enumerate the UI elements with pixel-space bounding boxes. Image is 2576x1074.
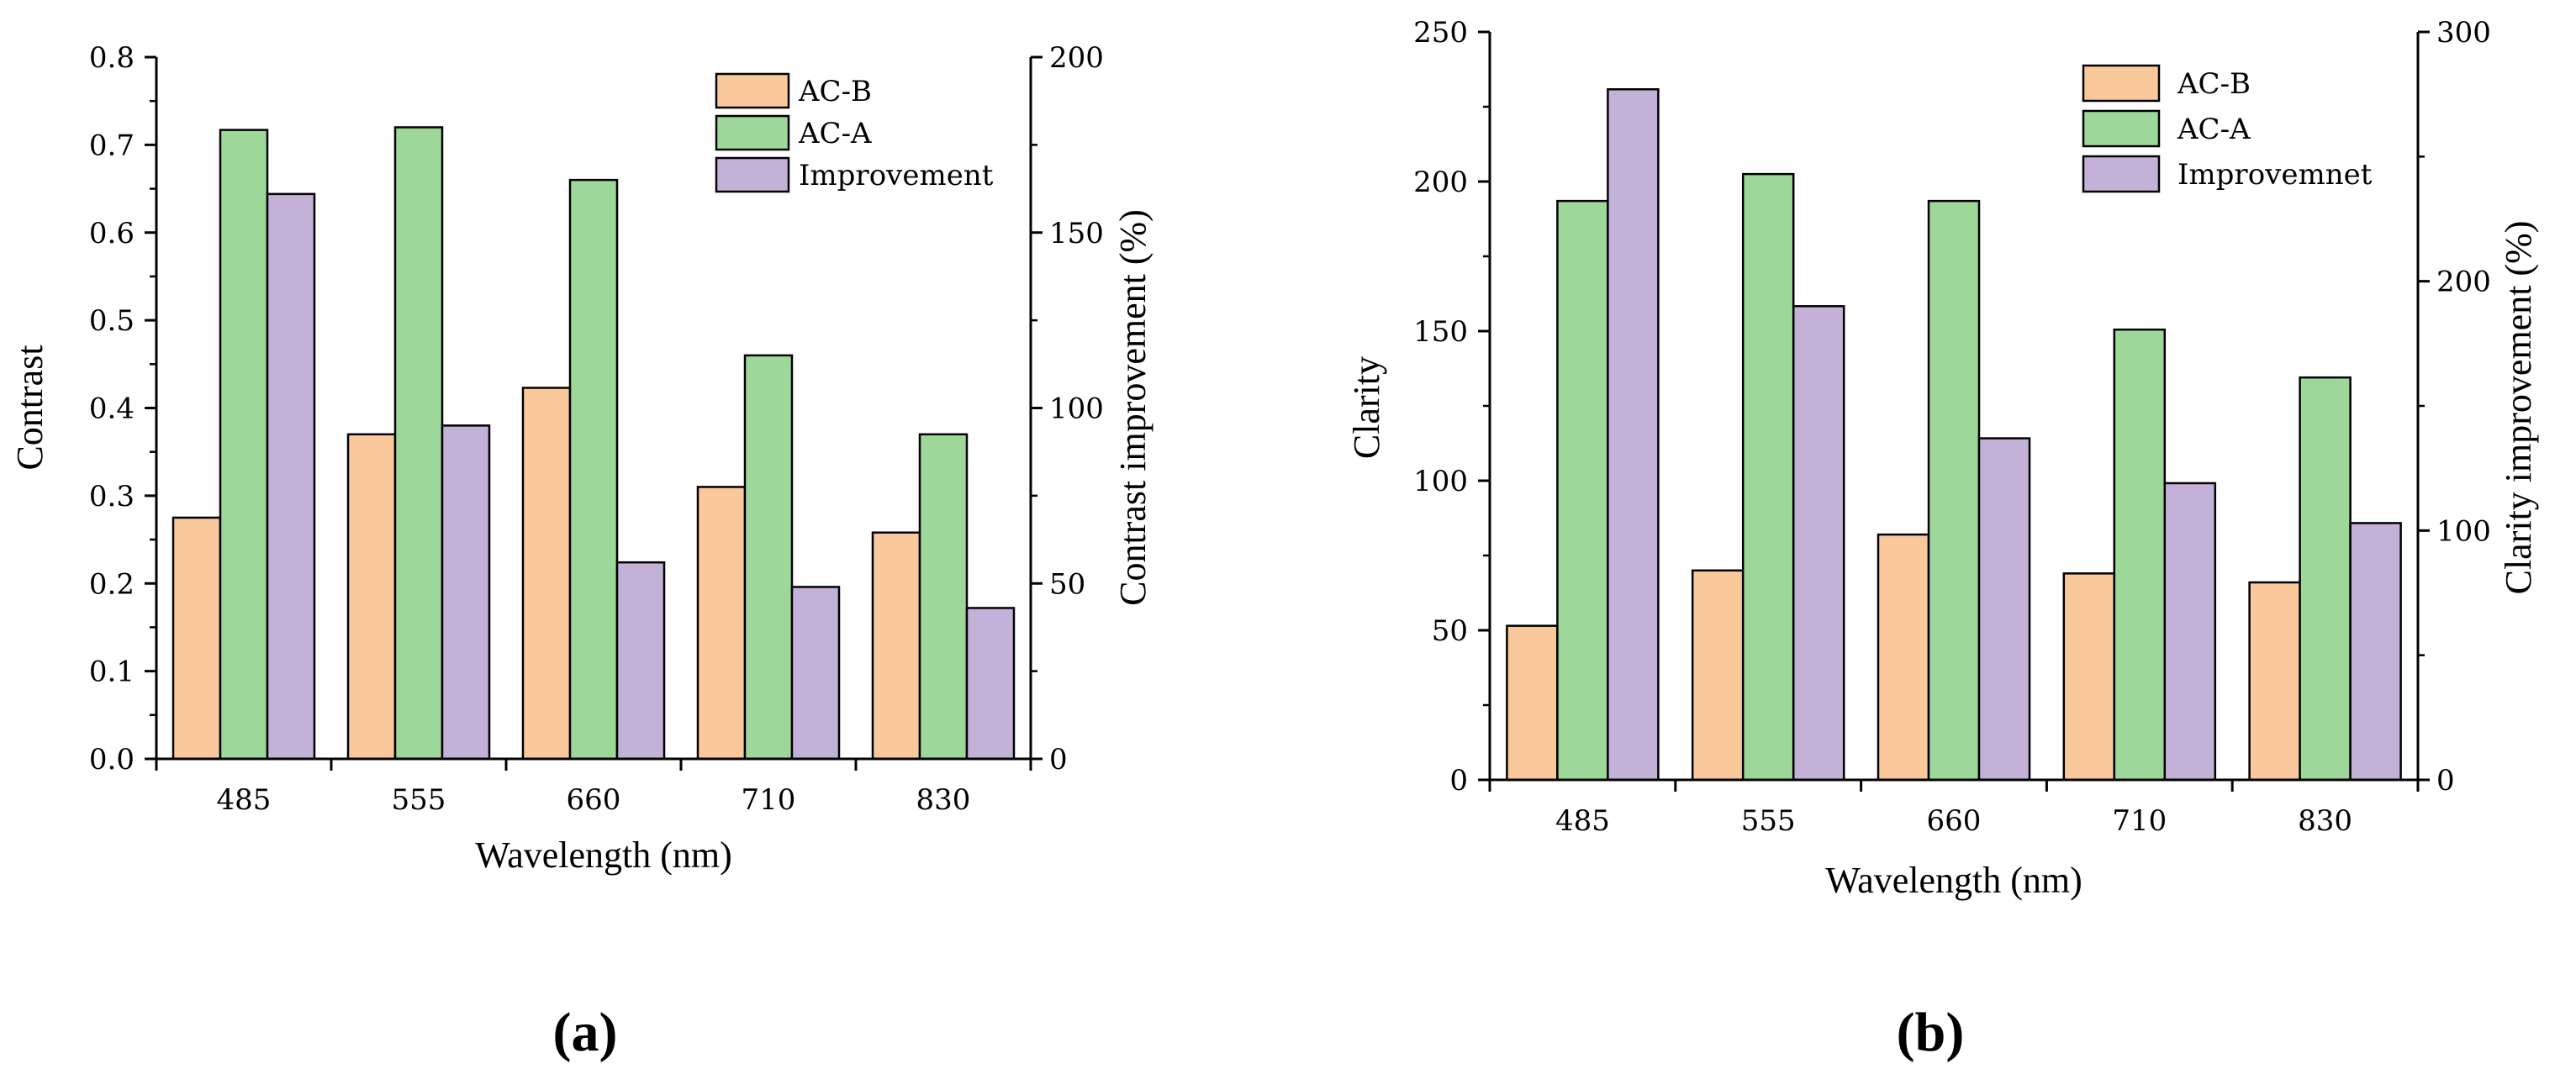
right-tick-label: 200 <box>1049 41 1104 75</box>
left-tick-label: 100 <box>1413 465 1468 498</box>
bar-improvemnet-555 <box>1792 305 1845 782</box>
left-tick-label: 0.4 <box>89 392 135 426</box>
x-axis-label: Wavelength (nm) <box>1825 860 2082 901</box>
right-axis-label: Contrast improvement (%) <box>1112 209 1153 606</box>
legend-swatch-ac-a <box>2082 109 2161 148</box>
bar-ac-a-830 <box>2299 376 2352 782</box>
chart-panel-a: 0.0 0.1 0.2 0.3 0.4 0.5 0.6 0.7 0.8 0 50 100 150 200 4… <box>9 41 1153 1063</box>
bar-improvemnet-485 <box>1607 87 1660 782</box>
bar-ac-a-485 <box>219 129 269 761</box>
left-tick-label: 0.1 <box>89 655 135 689</box>
right-tick-label: 200 <box>2436 266 2491 299</box>
legend-label-improvement: Improvement <box>799 159 994 192</box>
right-tick-label: 150 <box>1049 217 1104 250</box>
bar-ac-b-660 <box>1877 533 1930 782</box>
left-tick-label: 0.6 <box>89 217 135 250</box>
bar-ac-b-555 <box>346 433 397 761</box>
right-tick-label: 0 <box>2436 764 2455 798</box>
x-tick-label-555: 555 <box>1741 804 1796 838</box>
right-tick-label: 300 <box>2436 16 2491 50</box>
bar-ac-a-485 <box>1556 199 1609 782</box>
left-tick-label: 0.7 <box>89 129 135 162</box>
bar-ac-a-710 <box>743 354 794 761</box>
bar-improvement-555 <box>441 424 491 761</box>
bar-ac-a-660 <box>1927 199 1981 782</box>
bar-improvemnet-710 <box>2163 482 2217 782</box>
right-tick-label: 100 <box>2436 514 2491 548</box>
bar-ac-a-830 <box>918 433 969 761</box>
bar-ac-b-830 <box>2248 581 2301 782</box>
x-tick-label-830: 830 <box>2298 804 2352 838</box>
left-tick-label: 200 <box>1413 166 1468 199</box>
legend-swatch-improvemnet <box>2082 155 2161 193</box>
bar-ac-b-485 <box>172 516 222 761</box>
right-tick-label: 100 <box>1049 392 1104 426</box>
bar-ac-b-710 <box>2062 572 2116 782</box>
x-tick-label-710: 710 <box>742 783 796 817</box>
x-tick-label-555: 555 <box>392 783 446 817</box>
left-tick-label: 0.2 <box>89 567 135 601</box>
left-tick-label: 150 <box>1413 315 1468 349</box>
legend-label-improvemnet: Improvemnet <box>2177 158 2373 192</box>
panel-label: (a) <box>553 1002 618 1063</box>
left-tick-label: 0 <box>1449 764 1468 798</box>
left-axis-label: Contrast <box>9 345 50 470</box>
left-tick-label: 0.0 <box>89 743 135 777</box>
right-tick-label: 50 <box>1049 567 1085 601</box>
left-tick-label: 0.8 <box>89 41 135 75</box>
legend-label-ac-b: AC-B <box>2177 67 2251 101</box>
x-tick-label-830: 830 <box>916 783 971 817</box>
bar-ac-b-555 <box>1691 569 1745 782</box>
x-tick-label-710: 710 <box>2112 804 2167 838</box>
left-tick-label: 0.3 <box>89 480 135 513</box>
legend-swatch-ac-a <box>715 114 790 151</box>
right-tick-label: 0 <box>1049 743 1068 777</box>
x-tick-label-485: 485 <box>1555 804 1610 838</box>
legend-label-ac-a: AC-A <box>2177 113 2251 146</box>
bar-improvemnet-660 <box>1977 437 2031 782</box>
bar-ac-a-710 <box>2113 328 2167 782</box>
x-tick-label-485: 485 <box>217 783 272 817</box>
bar-improvement-830 <box>965 607 1016 761</box>
legend-label-ac-b: AC-B <box>798 75 872 108</box>
legend-label-ac-a: AC-A <box>798 117 872 150</box>
legend-swatch-ac-b <box>2082 64 2161 103</box>
legend-swatch-improvement <box>715 156 790 193</box>
x-tick-label-660: 660 <box>567 783 621 817</box>
bar-ac-b-710 <box>696 486 747 761</box>
panel-label: (b) <box>1897 1002 1965 1063</box>
left-axis-label: Clarity <box>1346 356 1387 459</box>
bar-ac-a-660 <box>568 178 619 761</box>
chart-panel-b: 0 50 100 150 200 250 0 100 200 300 485 555 660 710 830… <box>1346 16 2539 1063</box>
x-axis-label: Wavelength (nm) <box>475 834 732 876</box>
right-axis-label: Clarity improvement (%) <box>2498 221 2539 595</box>
bar-improvement-710 <box>790 586 841 761</box>
legend-swatch-ac-b <box>715 72 790 109</box>
bar-ac-b-830 <box>871 531 921 761</box>
left-tick-label: 0.5 <box>89 304 135 338</box>
left-tick-label: 50 <box>1432 614 1468 648</box>
left-tick-label: 250 <box>1413 16 1468 50</box>
bar-ac-a-555 <box>1741 172 1795 782</box>
bar-improvemnet-830 <box>2349 522 2402 782</box>
bar-ac-b-485 <box>1506 624 1559 782</box>
x-tick-label-660: 660 <box>1927 804 1982 838</box>
bar-improvement-660 <box>615 561 666 761</box>
bar-improvement-485 <box>266 192 316 761</box>
bar-ac-b-660 <box>521 387 572 761</box>
bar-ac-a-555 <box>393 126 444 761</box>
